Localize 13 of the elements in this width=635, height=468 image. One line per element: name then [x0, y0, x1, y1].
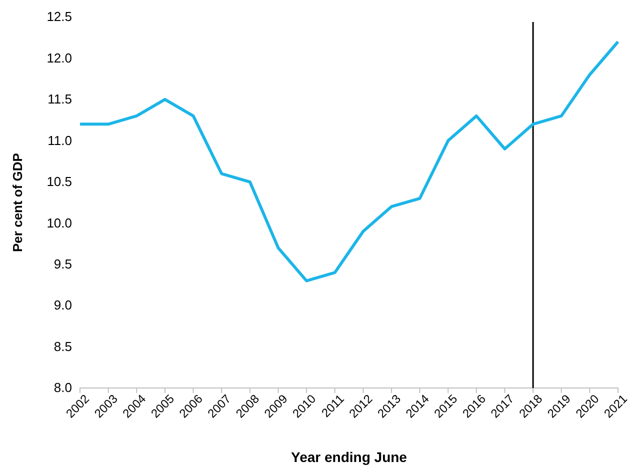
- y-tick-label: 8.0: [54, 380, 72, 396]
- y-tick-label: 12.0: [46, 50, 72, 66]
- y-tick-label: 10.0: [46, 215, 72, 230]
- y-tick-label: 12.5: [46, 9, 72, 24]
- y-axis-title: Per cent of GDP: [10, 152, 25, 252]
- y-tick-label: 9.0: [54, 298, 72, 313]
- y-tick-label: 8.5: [54, 338, 72, 354]
- line-series: [78, 40, 620, 282]
- y-tick-label: 9.5: [54, 256, 72, 272]
- y-tick-label: 11.5: [48, 92, 72, 107]
- y-tick-label: 10.5: [46, 174, 72, 190]
- y-tick-label: 11.0: [48, 132, 72, 148]
- x-axis-title: Year ending June: [291, 449, 408, 465]
